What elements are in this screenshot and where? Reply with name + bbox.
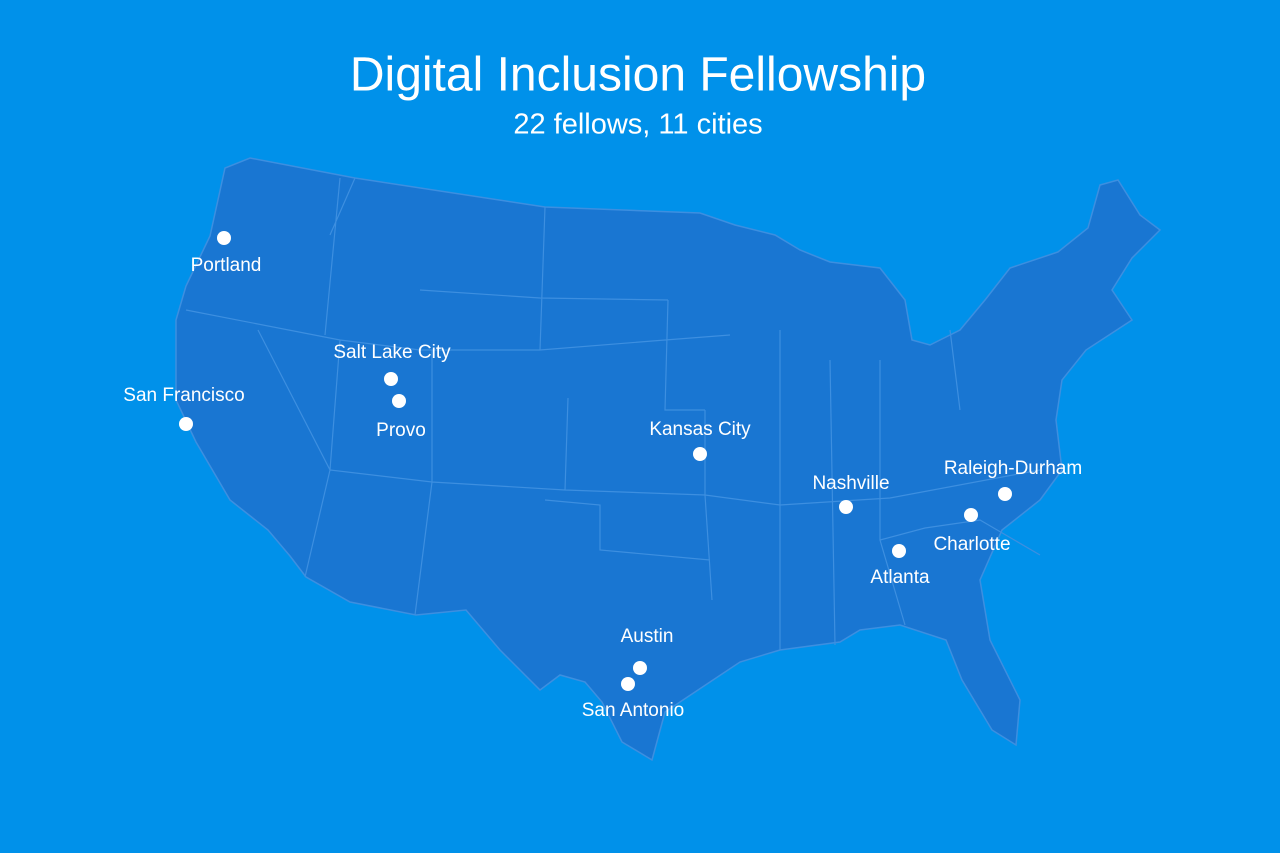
- city-label: Kansas City: [649, 419, 751, 440]
- subtitle: 22 fellows, 11 cities: [513, 109, 762, 141]
- city-marker: [217, 231, 231, 245]
- title: Digital Inclusion Fellowship: [350, 49, 926, 102]
- city-marker: [964, 508, 978, 522]
- city-marker: [384, 372, 398, 386]
- city-marker: [892, 544, 906, 558]
- city-label: San Antonio: [582, 700, 684, 721]
- us-outline: [175, 157, 1162, 762]
- city-marker: [633, 661, 647, 675]
- city-label: San Francisco: [123, 385, 244, 406]
- city-label: Salt Lake City: [333, 342, 451, 363]
- city-label: Raleigh-Durham: [944, 458, 1082, 479]
- city-marker: [179, 417, 193, 431]
- city-label: Charlotte: [933, 534, 1010, 555]
- city-marker: [693, 447, 707, 461]
- city-label: Nashville: [812, 473, 889, 494]
- city-marker: [839, 500, 853, 514]
- city-label: Portland: [191, 255, 262, 276]
- city-label: Austin: [621, 626, 674, 647]
- state-borders: [185, 177, 1041, 650]
- city-marker: [621, 677, 635, 691]
- city-label: Provo: [376, 420, 426, 441]
- city-marker: [392, 394, 406, 408]
- city-label: Atlanta: [870, 567, 930, 588]
- city-marker: [998, 487, 1012, 501]
